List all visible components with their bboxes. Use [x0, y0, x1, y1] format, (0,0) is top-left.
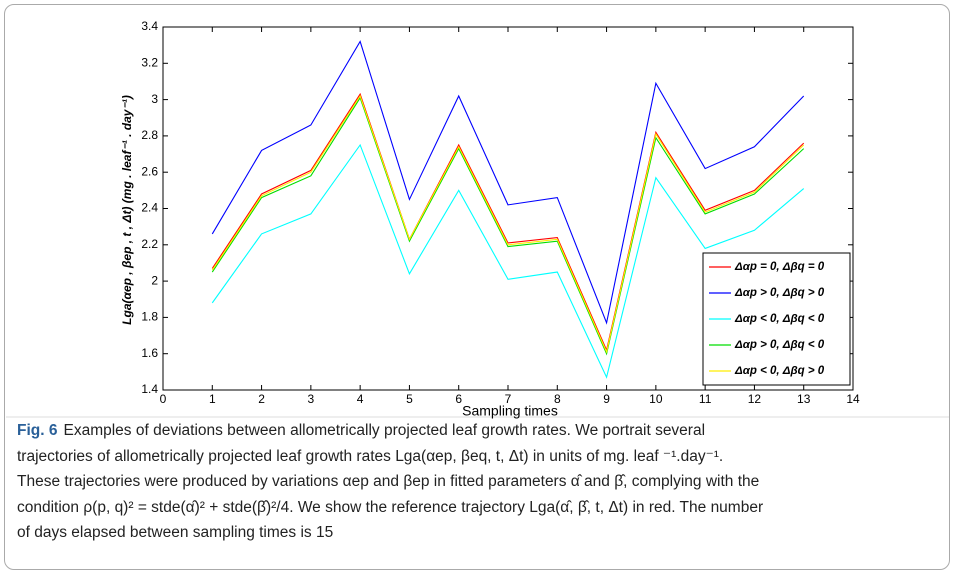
- x-tick-label: 11: [699, 392, 712, 406]
- x-tick-label: 2: [258, 392, 265, 406]
- y-tick-label: 2.6: [141, 164, 158, 178]
- caption-line: condition ρ(p, q)² = stde(α̂)² + stde(β̂…: [17, 495, 763, 521]
- legend-label: Δαp < 0, Δβq > 0: [734, 365, 825, 377]
- caption-text: condition ρ(p, q)² = stde(α̂)² + stde(β̂…: [17, 498, 764, 516]
- y-tick-label: 2.4: [141, 201, 158, 215]
- y-tick-label: 3: [151, 92, 158, 106]
- x-tick-label: 1: [209, 392, 216, 406]
- x-axis-label: Sampling times: [462, 403, 558, 419]
- caption-text: of days elapsed between sampling times i…: [17, 524, 334, 541]
- x-tick-label: 0: [160, 392, 167, 406]
- caption-line: trajectories of allometrically projected…: [17, 444, 763, 470]
- y-tick-label: 1.4: [141, 382, 158, 396]
- x-tick-label: 3: [308, 392, 315, 406]
- x-tick-label: 6: [455, 392, 462, 406]
- figure-frame: [4, 4, 950, 570]
- caption-line: of days elapsed between sampling times i…: [17, 520, 763, 546]
- y-tick-label: 2: [151, 273, 158, 287]
- y-tick-label: 3.2: [141, 55, 158, 69]
- legend-label: Δαp < 0, Δβq < 0: [734, 313, 825, 325]
- y-tick-label: 3.4: [141, 19, 158, 33]
- x-tick-label: 14: [846, 392, 860, 406]
- x-tick-label: 13: [797, 392, 811, 406]
- x-tick-label: 7: [505, 392, 512, 406]
- caption-label: Fig. 6: [17, 422, 58, 439]
- chart: Sampling times Lga(αep , βep , t , Δt) (…: [6, 19, 949, 419]
- caption-line: These trajectories were produced by vari…: [17, 469, 763, 495]
- x-tick-label: 4: [357, 392, 364, 406]
- x-tick-label: 12: [748, 392, 762, 406]
- x-tick-label: 5: [406, 392, 413, 406]
- y-axis-label: Lga(αep , βep , t , Δt) (mg . leaf⁻¹ . d…: [120, 95, 134, 325]
- series-line: [211, 94, 805, 354]
- series-line: [211, 92, 805, 352]
- series-line: [211, 96, 805, 356]
- y-tick-label: 1.8: [141, 310, 158, 324]
- y-tick-label: 1.6: [141, 346, 158, 360]
- legend-label: Δαp > 0, Δβq > 0: [734, 287, 825, 299]
- x-tick-label: 8: [554, 392, 561, 406]
- x-tick-label: 9: [603, 392, 610, 406]
- caption: Fig. 6 Examples of deviations between all…: [17, 418, 763, 546]
- series-line: [211, 40, 805, 325]
- caption-line: Fig. 6 Examples of deviations between all…: [17, 418, 763, 444]
- x-tick-label: 10: [649, 392, 663, 406]
- legend-label: Δαp > 0, Δβq < 0: [734, 339, 825, 351]
- legend: Δαp = 0, Δβq = 0 Δαp > 0, Δβq > 0 Δαp < 0,…: [702, 252, 851, 386]
- y-tick-label: 2.8: [141, 128, 158, 142]
- caption-text: trajectories of allometrically projected…: [17, 447, 724, 465]
- series-line: [211, 143, 805, 379]
- caption-text: These trajectories were produced by vari…: [17, 473, 760, 490]
- y-tick-label: 2.2: [141, 237, 158, 251]
- caption-text: Examples of deviations between allometri…: [63, 422, 706, 439]
- legend-label: Δαp = 0, Δβq = 0: [734, 261, 825, 273]
